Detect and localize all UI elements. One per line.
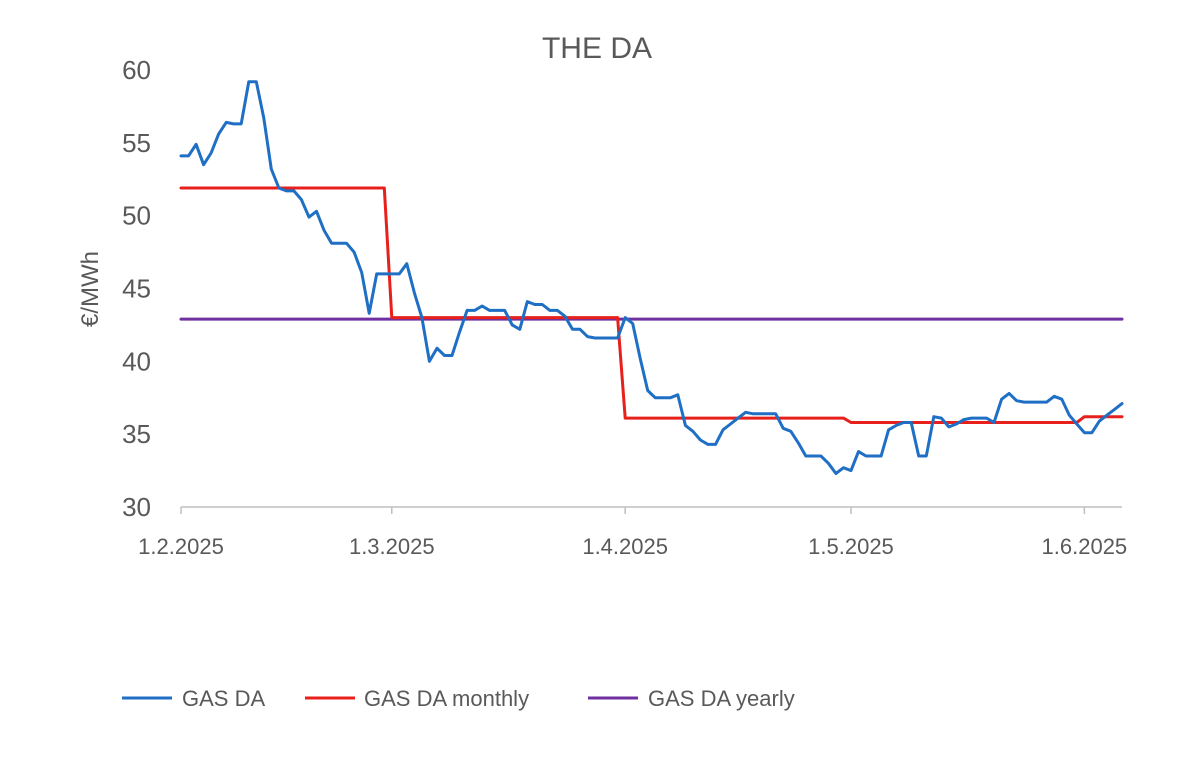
y-tick-label: 40 <box>122 346 151 376</box>
y-tick-label: 55 <box>122 128 151 158</box>
x-tick-label: 1.3.2025 <box>349 534 435 559</box>
y-tick-label: 50 <box>122 201 151 231</box>
y-tick-label: 45 <box>122 274 151 304</box>
x-tick-label: 1.5.2025 <box>808 534 894 559</box>
x-axis-ticks: 1.2.2025 1.3.2025 1.4.2025 1.5.2025 1.6.2025 <box>138 534 1127 559</box>
y-tick-label: 60 <box>122 55 151 85</box>
x-tick-label: 1.6.2025 <box>1042 534 1128 559</box>
x-tick-label: 1.4.2025 <box>582 534 668 559</box>
series-line-gas-da-monthly <box>179 186 1124 424</box>
series-line-gas-da <box>179 80 1124 475</box>
y-axis-ticks: 30 35 40 45 50 55 60 <box>122 55 151 522</box>
y-axis-label: €/MWh <box>77 251 104 327</box>
x-axis <box>180 506 1122 514</box>
chart-title: THE DA <box>542 32 652 65</box>
legend-label: GAS DA yearly <box>648 686 795 711</box>
x-tick-label: 1.2.2025 <box>138 534 224 559</box>
legend: GAS DA GAS DA monthly GAS DA yearly <box>122 686 795 711</box>
y-tick-label: 30 <box>122 492 151 522</box>
legend-label: GAS DA <box>182 686 265 711</box>
series-lines <box>179 80 1124 475</box>
legend-label: GAS DA monthly <box>364 686 529 711</box>
y-tick-label: 35 <box>122 419 151 449</box>
